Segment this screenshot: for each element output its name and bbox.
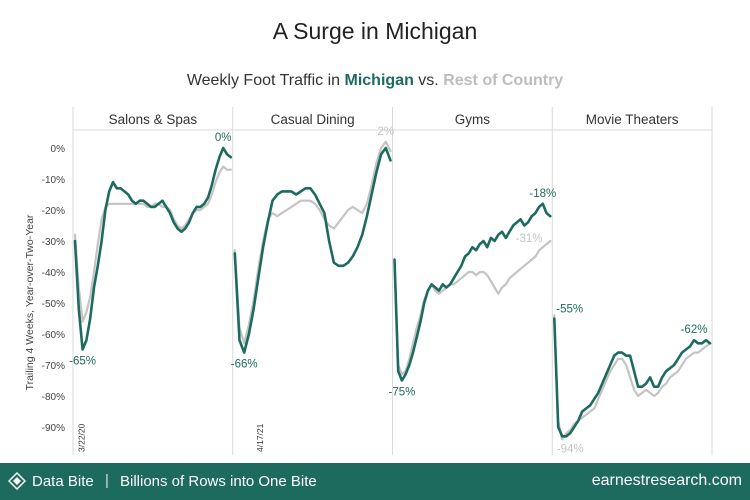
y-tick-label: -80%	[42, 392, 65, 403]
michigan-series-line	[233, 146, 392, 354]
data-label: -65%	[69, 356, 96, 368]
data-label: 0%	[215, 132, 232, 144]
panel-title: Movie Theaters	[586, 112, 679, 127]
rest-of-country-series-line	[393, 239, 552, 376]
footer-bar: Data Bite | Billions of Rows into One Bi…	[0, 463, 750, 500]
subtitle-rest-of-country: Rest of Country	[443, 72, 564, 89]
michigan-series-line	[393, 202, 552, 382]
chart-subtitle: Weekly Foot Traffic in Michigan vs. Rest…	[0, 72, 750, 90]
y-tick-label: -10%	[42, 175, 65, 186]
y-tick-label: 0%	[51, 144, 66, 155]
panel-title: Gyms	[455, 112, 490, 127]
y-tick-label: -20%	[42, 206, 65, 217]
earnest-logo-icon	[8, 472, 26, 490]
y-tick-label: -30%	[42, 237, 65, 248]
michigan-series-line	[553, 317, 712, 438]
y-tick-label: -50%	[42, 299, 65, 310]
footer-brand: Data Bite	[32, 473, 94, 490]
footer-site-link[interactable]: earnestresearch.com	[591, 472, 742, 489]
data-label: -94%	[557, 443, 584, 455]
data-label: -55%	[556, 304, 583, 316]
y-tick-label: -90%	[42, 423, 65, 434]
panel-title: Casual Dining	[271, 112, 355, 127]
footer-tagline: Billions of Rows into One Bite	[120, 473, 317, 490]
subtitle-prefix: Weekly Foot Traffic in	[186, 72, 345, 89]
rest-of-country-series-line	[233, 140, 392, 345]
data-label: -31%	[516, 233, 543, 245]
date-marker-label: 3/22/20	[77, 423, 87, 452]
data-label: -18%	[529, 188, 556, 200]
michigan-series-line	[73, 146, 233, 351]
data-label: -66%	[231, 359, 258, 371]
data-label: -62%	[681, 324, 708, 336]
y-tick-label: -40%	[42, 268, 65, 279]
date-marker-label: 4/17/21	[255, 423, 265, 452]
data-label: 2%	[377, 126, 394, 138]
data-label: -75%	[388, 387, 415, 399]
subtitle-middle: vs.	[413, 72, 444, 89]
chart-title: A Surge in Michigan	[272, 18, 478, 44]
rest-of-country-series-line	[73, 165, 232, 323]
subtitle-michigan: Michigan	[344, 72, 414, 89]
chart-area: 0% -10% -20% -30% -40% -50% -60% -70% -80% -90% Tr…	[24, 107, 713, 455]
y-axis-label: Trailing 4 Weeks, Year-over-Two-Year	[24, 214, 36, 390]
y-tick-label: -70%	[42, 361, 65, 372]
panel-title: Salons & Spas	[109, 112, 198, 127]
y-tick-label: -60%	[42, 330, 65, 341]
footer-separator: |	[105, 472, 109, 489]
